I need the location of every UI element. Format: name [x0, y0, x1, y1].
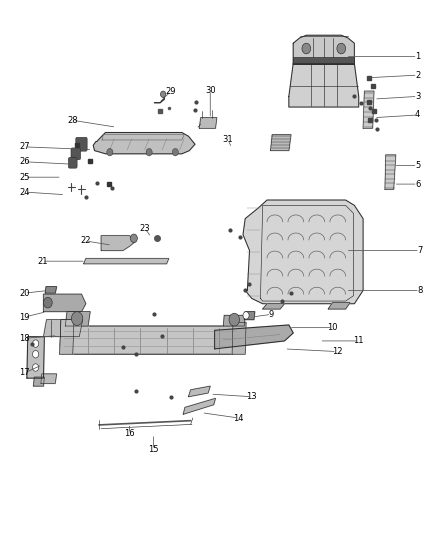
Text: 12: 12	[332, 347, 342, 356]
Polygon shape	[188, 386, 210, 397]
Bar	[293, 57, 354, 63]
Polygon shape	[33, 377, 44, 386]
Polygon shape	[263, 304, 285, 309]
Text: 23: 23	[139, 224, 150, 233]
Text: 3: 3	[415, 92, 420, 101]
Text: 9: 9	[269, 310, 274, 319]
Text: 26: 26	[19, 157, 30, 166]
Polygon shape	[84, 259, 169, 264]
Circle shape	[160, 91, 166, 98]
Circle shape	[71, 312, 83, 326]
Circle shape	[172, 149, 178, 156]
Text: 20: 20	[19, 288, 30, 297]
Circle shape	[243, 312, 249, 319]
FancyBboxPatch shape	[68, 158, 77, 168]
Text: 14: 14	[233, 414, 244, 423]
Text: 24: 24	[19, 188, 30, 197]
Text: 13: 13	[247, 392, 257, 401]
FancyBboxPatch shape	[76, 138, 87, 151]
Text: 28: 28	[67, 116, 78, 125]
Text: 11: 11	[353, 336, 364, 345]
Circle shape	[32, 351, 39, 358]
Polygon shape	[43, 320, 83, 337]
Text: 21: 21	[37, 257, 47, 265]
Polygon shape	[101, 236, 136, 251]
Polygon shape	[328, 303, 350, 309]
Text: 27: 27	[19, 142, 30, 151]
Polygon shape	[60, 320, 74, 354]
Text: 4: 4	[415, 110, 420, 119]
Polygon shape	[293, 35, 354, 64]
Polygon shape	[271, 135, 291, 151]
Polygon shape	[232, 322, 246, 354]
Polygon shape	[244, 312, 255, 320]
Text: 22: 22	[81, 237, 91, 246]
Polygon shape	[65, 312, 90, 326]
Polygon shape	[385, 155, 396, 189]
Text: 15: 15	[148, 446, 159, 455]
Polygon shape	[93, 133, 195, 154]
Text: 1: 1	[415, 52, 420, 61]
Text: 17: 17	[19, 368, 30, 377]
Polygon shape	[27, 337, 44, 378]
Text: 5: 5	[415, 161, 420, 170]
Circle shape	[32, 340, 39, 348]
Text: 30: 30	[205, 85, 215, 94]
FancyBboxPatch shape	[71, 148, 81, 160]
Polygon shape	[183, 398, 215, 414]
Circle shape	[43, 297, 52, 308]
Polygon shape	[363, 91, 374, 128]
Text: 18: 18	[19, 334, 30, 343]
Text: 8: 8	[417, 286, 423, 295]
Polygon shape	[43, 294, 86, 312]
Polygon shape	[45, 287, 57, 293]
Circle shape	[131, 234, 138, 243]
Polygon shape	[223, 316, 245, 326]
Circle shape	[146, 149, 152, 156]
Polygon shape	[215, 325, 293, 349]
Text: 29: 29	[166, 86, 176, 95]
Circle shape	[302, 43, 311, 54]
Text: 10: 10	[327, 323, 338, 332]
Polygon shape	[60, 326, 245, 354]
Circle shape	[337, 43, 346, 54]
Polygon shape	[289, 63, 359, 107]
Text: 25: 25	[19, 173, 30, 182]
Text: 2: 2	[415, 70, 420, 79]
Text: 7: 7	[417, 246, 423, 255]
Circle shape	[229, 313, 240, 326]
Text: 31: 31	[223, 135, 233, 144]
Circle shape	[107, 149, 113, 156]
Polygon shape	[243, 200, 363, 304]
Polygon shape	[41, 374, 57, 383]
Text: 19: 19	[19, 312, 30, 321]
Circle shape	[32, 364, 39, 371]
Text: 6: 6	[415, 180, 420, 189]
Polygon shape	[199, 118, 217, 128]
Text: 16: 16	[124, 430, 135, 439]
